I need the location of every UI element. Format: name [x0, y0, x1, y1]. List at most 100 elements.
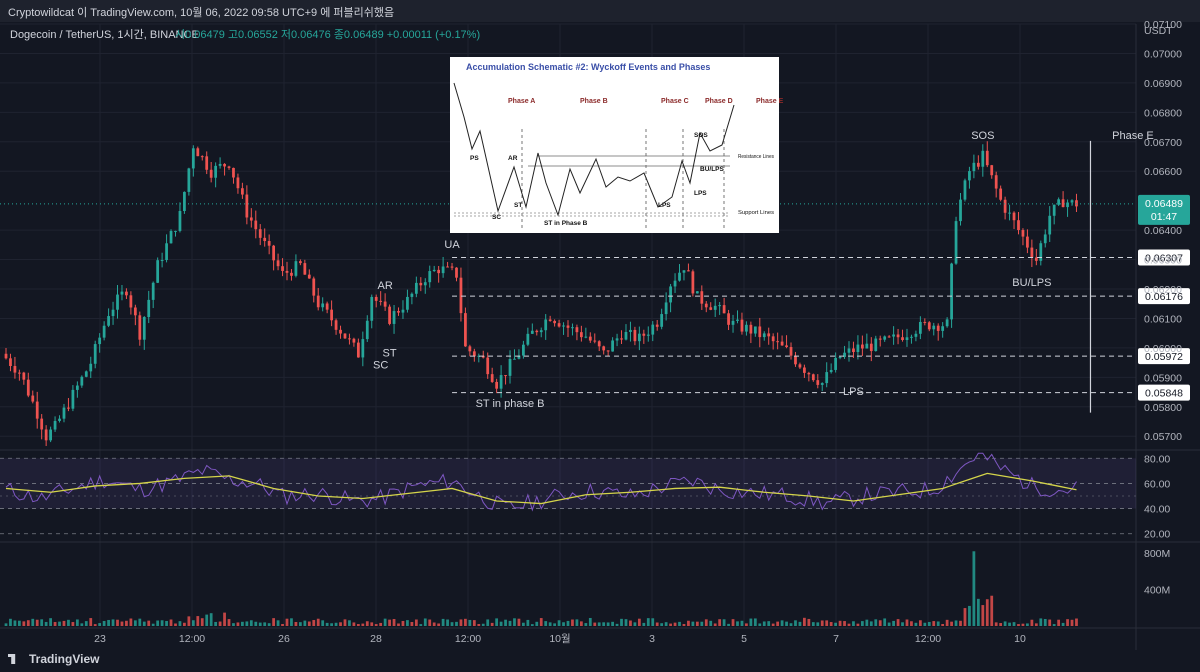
volume-bar [892, 620, 895, 626]
candle-body [637, 333, 641, 342]
rsi-level-label: 20.00 [1144, 529, 1170, 541]
candle [187, 167, 191, 196]
candle-body [611, 340, 614, 352]
candle [120, 285, 124, 301]
annotation-label: AR [377, 280, 392, 292]
volume-bar [245, 621, 249, 626]
candle-body [522, 344, 525, 356]
volume-bar [468, 619, 472, 626]
level-badge [1138, 288, 1190, 305]
candle [151, 281, 155, 309]
volume-bar [950, 621, 953, 626]
volume-bar [655, 622, 659, 626]
candle-body [26, 379, 30, 396]
candle-body [593, 340, 597, 342]
price-tick-label: 0.06400 [1144, 225, 1182, 237]
volume-bar [4, 623, 8, 626]
candle [749, 321, 753, 344]
price-tick-label: 0.05900 [1144, 372, 1182, 384]
volume-bar [829, 622, 833, 626]
candle [35, 391, 39, 429]
candle [803, 364, 806, 378]
candle [611, 337, 614, 352]
volume-bar [89, 618, 93, 626]
candle [414, 276, 418, 298]
candle [290, 269, 293, 281]
candle-body [548, 319, 552, 321]
candle-body [174, 230, 177, 232]
candle-body [151, 282, 155, 300]
candle [999, 185, 1003, 202]
candle [593, 333, 597, 344]
volume-bar [236, 622, 240, 626]
candle [918, 316, 922, 340]
candle-body [1030, 247, 1034, 258]
wyckoff-schematic-inset: Accumulation Schematic #2: Wyckoff Event… [450, 57, 784, 233]
candle [356, 338, 360, 358]
candle-body [294, 261, 298, 276]
volume-bar [267, 623, 271, 626]
price-tick-label: 0.06100 [1144, 313, 1182, 325]
candle-body [776, 341, 780, 343]
candle-body [843, 352, 846, 357]
candle [731, 314, 735, 333]
candle [780, 335, 784, 346]
volume-bar [959, 620, 962, 626]
candle-body [160, 260, 164, 262]
volume-bar [985, 599, 989, 626]
volume-bar [17, 620, 21, 626]
volume-bar [80, 623, 84, 626]
candle-body [785, 345, 788, 348]
candle-body [740, 319, 744, 332]
candle [178, 202, 182, 233]
volume-bar [401, 620, 405, 626]
volume-bar [464, 618, 467, 626]
candle [1003, 196, 1007, 220]
candle [508, 350, 512, 384]
candle [954, 216, 958, 265]
price-tick-label: 0.05800 [1144, 402, 1182, 414]
candle-body [1012, 212, 1016, 221]
candle [669, 283, 672, 313]
volume-bar [111, 619, 115, 626]
candle-body [75, 385, 79, 390]
candle-body [762, 333, 766, 338]
candle [125, 288, 128, 299]
candle [423, 278, 427, 294]
volume-bar [718, 619, 722, 626]
candle [811, 373, 815, 382]
candle-body [633, 329, 637, 342]
candle-body [281, 266, 284, 271]
volume-bar [762, 621, 766, 626]
candle-body [437, 269, 441, 274]
tradingview-logo[interactable]: TradingView [8, 652, 99, 666]
candle [584, 327, 588, 339]
candle [945, 317, 949, 328]
inset-event-label: LPS [694, 190, 707, 197]
volume-bar [53, 622, 57, 626]
volume-bar [339, 622, 342, 626]
candle [869, 337, 873, 362]
candle [678, 264, 681, 282]
candle-body [718, 305, 722, 307]
volume-bar [84, 621, 88, 626]
candle-body [655, 324, 659, 327]
inset-phase-label: Phase B [580, 98, 608, 105]
volume-bar [976, 598, 980, 626]
level-badge [1138, 348, 1190, 365]
candle-body [887, 336, 891, 338]
candle-body [825, 372, 829, 384]
candle-body [200, 156, 204, 158]
candle [316, 287, 320, 311]
candle-body [419, 282, 423, 286]
countdown-label: 01:47 [1151, 211, 1177, 223]
candle [98, 333, 102, 353]
candle [214, 162, 218, 188]
volume-bar [410, 622, 414, 626]
candle-body [218, 163, 222, 166]
level-label: 0.06307 [1145, 252, 1183, 264]
candle-body [49, 429, 52, 441]
volume-bar [133, 620, 137, 626]
candle-body [142, 317, 146, 340]
